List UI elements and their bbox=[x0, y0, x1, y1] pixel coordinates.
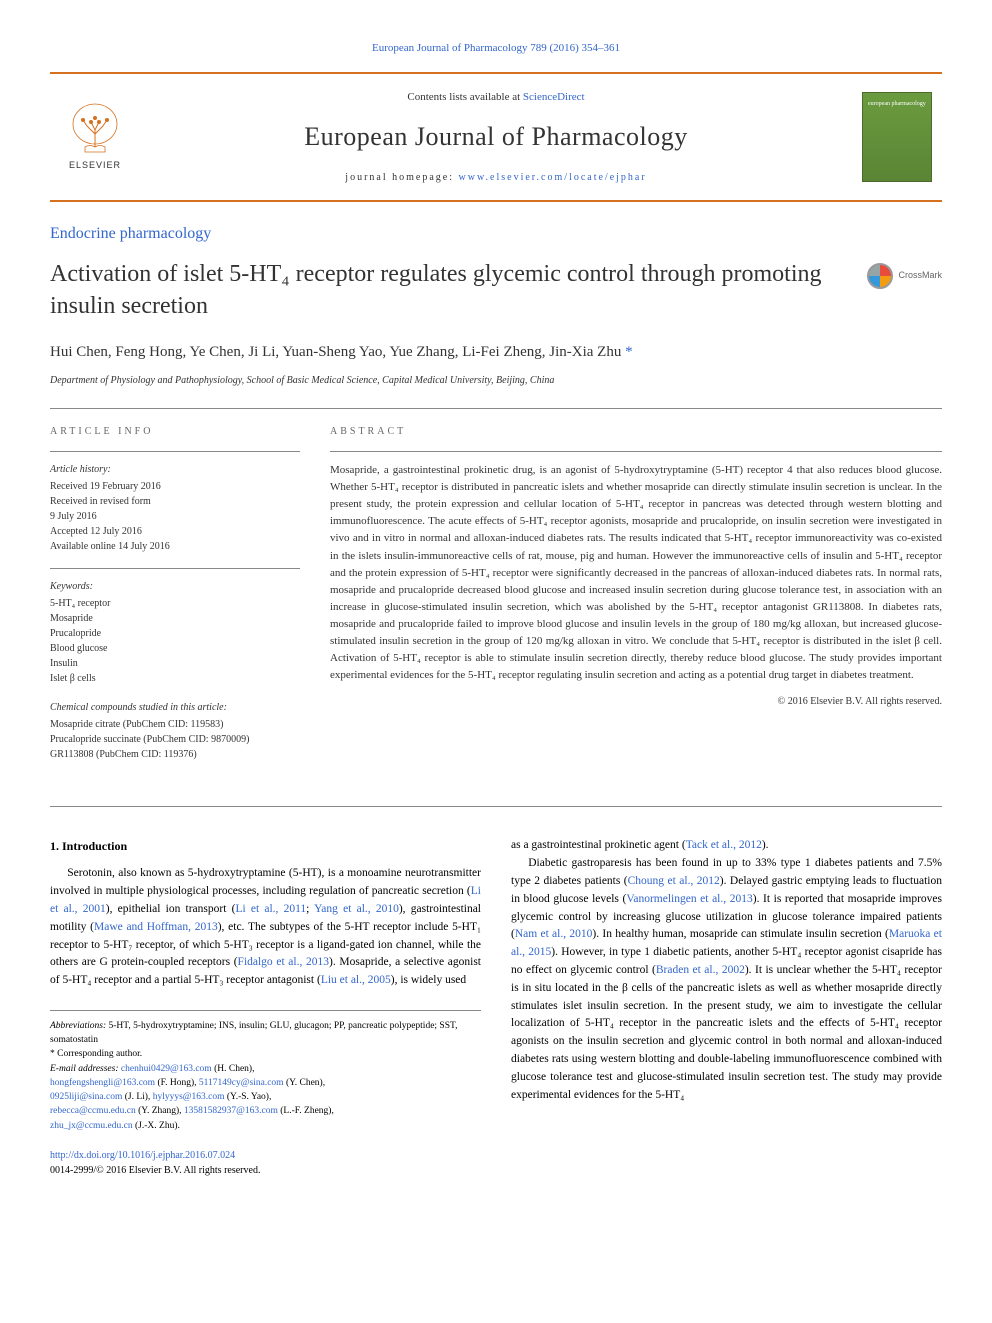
journal-cover-icon[interactable]: european pharmacology bbox=[862, 92, 932, 182]
citation-link[interactable]: Tack et al., 2012 bbox=[686, 839, 762, 851]
contents-line: Contents lists available at ScienceDirec… bbox=[130, 89, 862, 106]
homepage-link[interactable]: www.elsevier.com/locate/ejphar bbox=[459, 172, 647, 183]
intro-paragraph: as a gastrointestinal prokinetic agent (… bbox=[511, 837, 942, 855]
email-link[interactable]: hongfengshengli@163.com bbox=[50, 1078, 155, 1088]
intro-paragraph: Diabetic gastroparesis has been found in… bbox=[511, 855, 942, 1104]
email-link[interactable]: hylyyys@163.com bbox=[153, 1092, 225, 1102]
abbrev-label: Abbreviations: bbox=[50, 1021, 106, 1031]
keyword: Blood glucose bbox=[50, 641, 300, 656]
history-item: Accepted 12 July 2016 bbox=[50, 524, 300, 539]
email-link[interactable]: 0925liji@sina.com bbox=[50, 1092, 122, 1102]
corresponding-note: * Corresponding author. bbox=[50, 1047, 481, 1061]
doi-block: http://dx.doi.org/10.1016/j.ejphar.2016.… bbox=[50, 1148, 481, 1178]
abstract-text: Mosapride, a gastrointestinal prokinetic… bbox=[330, 462, 942, 684]
compound: Mosapride citrate (PubChem CID: 119583) bbox=[50, 717, 300, 732]
history-item: Received in revised form bbox=[50, 494, 300, 509]
authors-line: Hui Chen, Feng Hong, Ye Chen, Ji Li, Yua… bbox=[50, 341, 942, 364]
abstract-panel: ABSTRACT Mosapride, a gastrointestinal p… bbox=[330, 424, 942, 776]
keywords-label: Keywords: bbox=[50, 579, 300, 594]
crossmark-icon bbox=[867, 263, 893, 289]
history-item: 9 July 2016 bbox=[50, 509, 300, 524]
citation-link[interactable]: Yang et al., 2010 bbox=[314, 903, 399, 915]
issn-copyright: 0014-2999/© 2016 Elsevier B.V. All right… bbox=[50, 1163, 481, 1178]
compound: GR113808 (PubChem CID: 119376) bbox=[50, 747, 300, 762]
footnotes: Abbreviations: 5-HT, 5-hydroxytryptamine… bbox=[50, 1010, 481, 1133]
citation-link[interactable]: Fidalgo et al., 2013 bbox=[238, 956, 329, 968]
email-link[interactable]: 5117149cy@sina.com bbox=[199, 1078, 284, 1088]
section-label: Endocrine pharmacology bbox=[50, 222, 942, 246]
emails: E-mail addresses: chenhui0429@163.com (H… bbox=[50, 1062, 481, 1133]
citation-link[interactable]: Braden et al., 2002 bbox=[656, 964, 745, 976]
history-item: Available online 14 July 2016 bbox=[50, 539, 300, 554]
keyword: Mosapride bbox=[50, 611, 300, 626]
intro-paragraph: Serotonin, also known as 5-hydroxytrypta… bbox=[50, 865, 481, 990]
keyword: Insulin bbox=[50, 656, 300, 671]
corresponding-mark: * bbox=[625, 344, 633, 360]
keyword: Islet β cells bbox=[50, 671, 300, 686]
history-item: Received 19 February 2016 bbox=[50, 479, 300, 494]
sciencedirect-link[interactable]: ScienceDirect bbox=[523, 91, 585, 103]
compounds-label: Chemical compounds studied in this artic… bbox=[50, 700, 300, 715]
citation-link[interactable]: Li et al., 2011 bbox=[235, 903, 306, 915]
article-title: Activation of islet 5-HT₄ receptor regul… bbox=[50, 258, 847, 323]
citation-link[interactable]: Nam et al., 2010 bbox=[515, 928, 593, 940]
abstract-copyright: © 2016 Elsevier B.V. All rights reserved… bbox=[330, 694, 942, 709]
elsevier-tree-icon bbox=[65, 102, 125, 157]
citation-link[interactable]: Liu et al., 2005 bbox=[321, 974, 391, 986]
elsevier-text: ELSEVIER bbox=[69, 159, 121, 173]
section-heading: 1. Introduction bbox=[50, 837, 481, 855]
journal-issue-link[interactable]: European Journal of Pharmacology 789 (20… bbox=[50, 40, 942, 57]
email-link[interactable]: chenhui0429@163.com bbox=[121, 1064, 212, 1074]
email-link[interactable]: 13581582937@163.com bbox=[184, 1106, 278, 1116]
crossmark-badge[interactable]: CrossMark bbox=[867, 263, 942, 289]
homepage-line: journal homepage: www.elsevier.com/locat… bbox=[130, 170, 862, 185]
article-info-heading: ARTICLE INFO bbox=[50, 424, 300, 439]
journal-header: ELSEVIER Contents lists available at Sci… bbox=[50, 72, 942, 203]
citation-link[interactable]: Choung et al., 2012 bbox=[628, 875, 720, 887]
history-label: Article history: bbox=[50, 462, 300, 477]
citation-link[interactable]: Vanormelingen et al., 2013 bbox=[626, 893, 752, 905]
journal-name: European Journal of Pharmacology bbox=[130, 117, 862, 156]
keyword: Prucalopride bbox=[50, 626, 300, 641]
email-link[interactable]: rebecca@ccmu.edu.cn bbox=[50, 1106, 136, 1116]
email-link[interactable]: zhu_jx@ccmu.edu.cn bbox=[50, 1121, 133, 1131]
article-info-panel: ARTICLE INFO Article history: Received 1… bbox=[50, 424, 300, 776]
elsevier-logo[interactable]: ELSEVIER bbox=[60, 97, 130, 177]
divider bbox=[50, 806, 942, 807]
abstract-heading: ABSTRACT bbox=[330, 424, 942, 439]
doi-link[interactable]: http://dx.doi.org/10.1016/j.ejphar.2016.… bbox=[50, 1148, 481, 1163]
compound: Prucalopride succinate (PubChem CID: 987… bbox=[50, 732, 300, 747]
citation-link[interactable]: Mawe and Hoffman, 2013 bbox=[94, 921, 218, 933]
affiliation: Department of Physiology and Pathophysio… bbox=[50, 373, 942, 388]
keyword: 5-HT₄ receptor bbox=[50, 596, 300, 611]
divider bbox=[50, 408, 942, 409]
